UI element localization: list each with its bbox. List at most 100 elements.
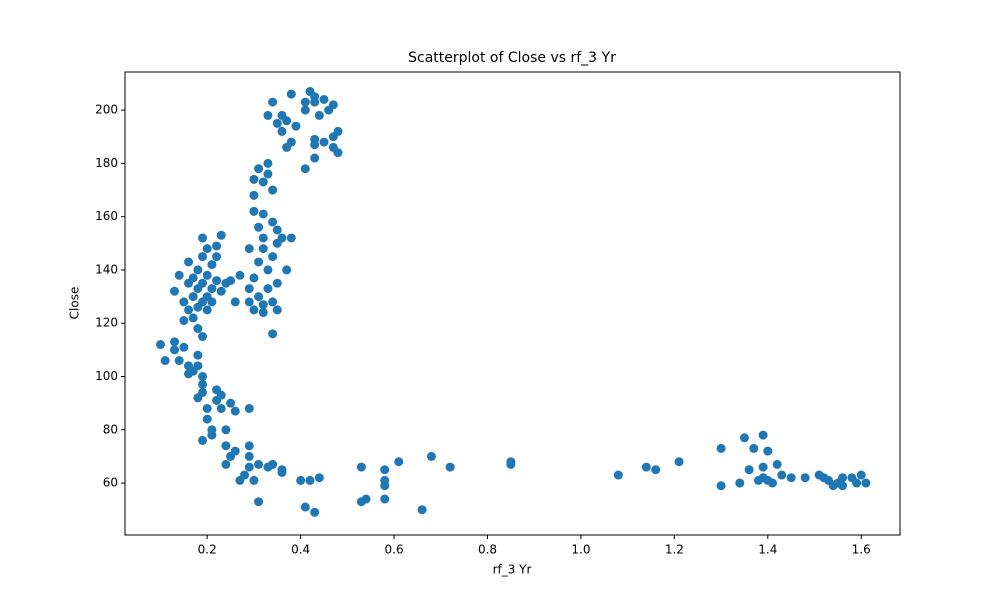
point <box>193 350 203 360</box>
point <box>282 265 292 275</box>
point <box>198 379 208 389</box>
point <box>735 478 745 488</box>
point <box>244 441 254 451</box>
point <box>258 209 268 219</box>
point <box>216 286 226 296</box>
y-tick-label: 180 <box>95 156 118 170</box>
point <box>249 475 259 485</box>
point <box>744 465 754 475</box>
point <box>198 371 208 381</box>
point <box>356 462 366 472</box>
point <box>216 230 226 240</box>
y-tick-label: 100 <box>95 369 118 383</box>
point <box>230 406 240 416</box>
point <box>184 305 194 315</box>
point <box>310 153 320 163</box>
point <box>445 462 455 472</box>
x-tick-label: 1.2 <box>665 543 684 557</box>
point <box>179 342 189 352</box>
point <box>328 132 338 142</box>
point <box>277 465 287 475</box>
point <box>426 451 436 461</box>
point <box>254 222 264 232</box>
point <box>291 121 301 131</box>
point <box>249 273 259 283</box>
point <box>244 297 254 307</box>
point <box>310 140 320 150</box>
point <box>249 305 259 315</box>
point <box>361 494 371 504</box>
point <box>263 169 273 179</box>
point <box>258 244 268 254</box>
point <box>268 185 278 195</box>
point <box>716 481 726 491</box>
point <box>263 158 273 168</box>
point <box>170 345 180 355</box>
point <box>282 116 292 126</box>
plot-frame <box>124 71 901 536</box>
point <box>300 502 310 512</box>
point <box>188 292 198 302</box>
point <box>249 206 259 216</box>
x-tick-label: 0.8 <box>478 543 497 557</box>
point <box>254 292 264 302</box>
point <box>198 252 208 262</box>
point <box>244 403 254 413</box>
point <box>202 403 212 413</box>
point <box>380 494 390 504</box>
x-tick-label: 0.6 <box>385 543 404 557</box>
point <box>272 118 282 128</box>
point <box>226 398 236 408</box>
point <box>380 465 390 475</box>
point <box>202 305 212 315</box>
point <box>739 433 749 443</box>
point <box>254 164 264 174</box>
y-axis-label: Close <box>68 287 82 320</box>
point <box>244 284 254 294</box>
point <box>179 297 189 307</box>
x-tick-label: 0.4 <box>291 543 310 557</box>
point <box>235 270 245 280</box>
y-tick-label: 140 <box>95 262 118 276</box>
point <box>207 284 217 294</box>
point <box>716 443 726 453</box>
point <box>394 457 404 467</box>
point <box>212 252 222 262</box>
point <box>763 446 773 456</box>
point <box>263 110 273 120</box>
point <box>613 470 623 480</box>
point <box>240 470 250 480</box>
point <box>202 244 212 254</box>
point <box>380 481 390 491</box>
point <box>838 473 848 483</box>
point <box>417 505 427 515</box>
point <box>198 233 208 243</box>
point <box>207 297 217 307</box>
point <box>244 462 254 472</box>
point <box>272 238 282 248</box>
point <box>328 100 338 110</box>
x-axis-label: rf_3 Yr <box>493 563 532 577</box>
point <box>198 435 208 445</box>
point <box>305 475 315 485</box>
point <box>193 324 203 334</box>
point <box>333 148 343 158</box>
point <box>249 190 259 200</box>
point <box>221 459 231 469</box>
point <box>207 430 217 440</box>
point <box>207 260 217 270</box>
point <box>758 462 768 472</box>
point <box>300 97 310 107</box>
point <box>174 270 184 280</box>
point <box>193 393 203 403</box>
y-tick-label: 200 <box>95 103 118 117</box>
point <box>268 97 278 107</box>
point <box>268 329 278 339</box>
x-tick-label: 1.0 <box>571 543 590 557</box>
point <box>286 137 296 147</box>
point <box>310 507 320 517</box>
point <box>188 273 198 283</box>
y-tick-label: 160 <box>95 209 118 223</box>
